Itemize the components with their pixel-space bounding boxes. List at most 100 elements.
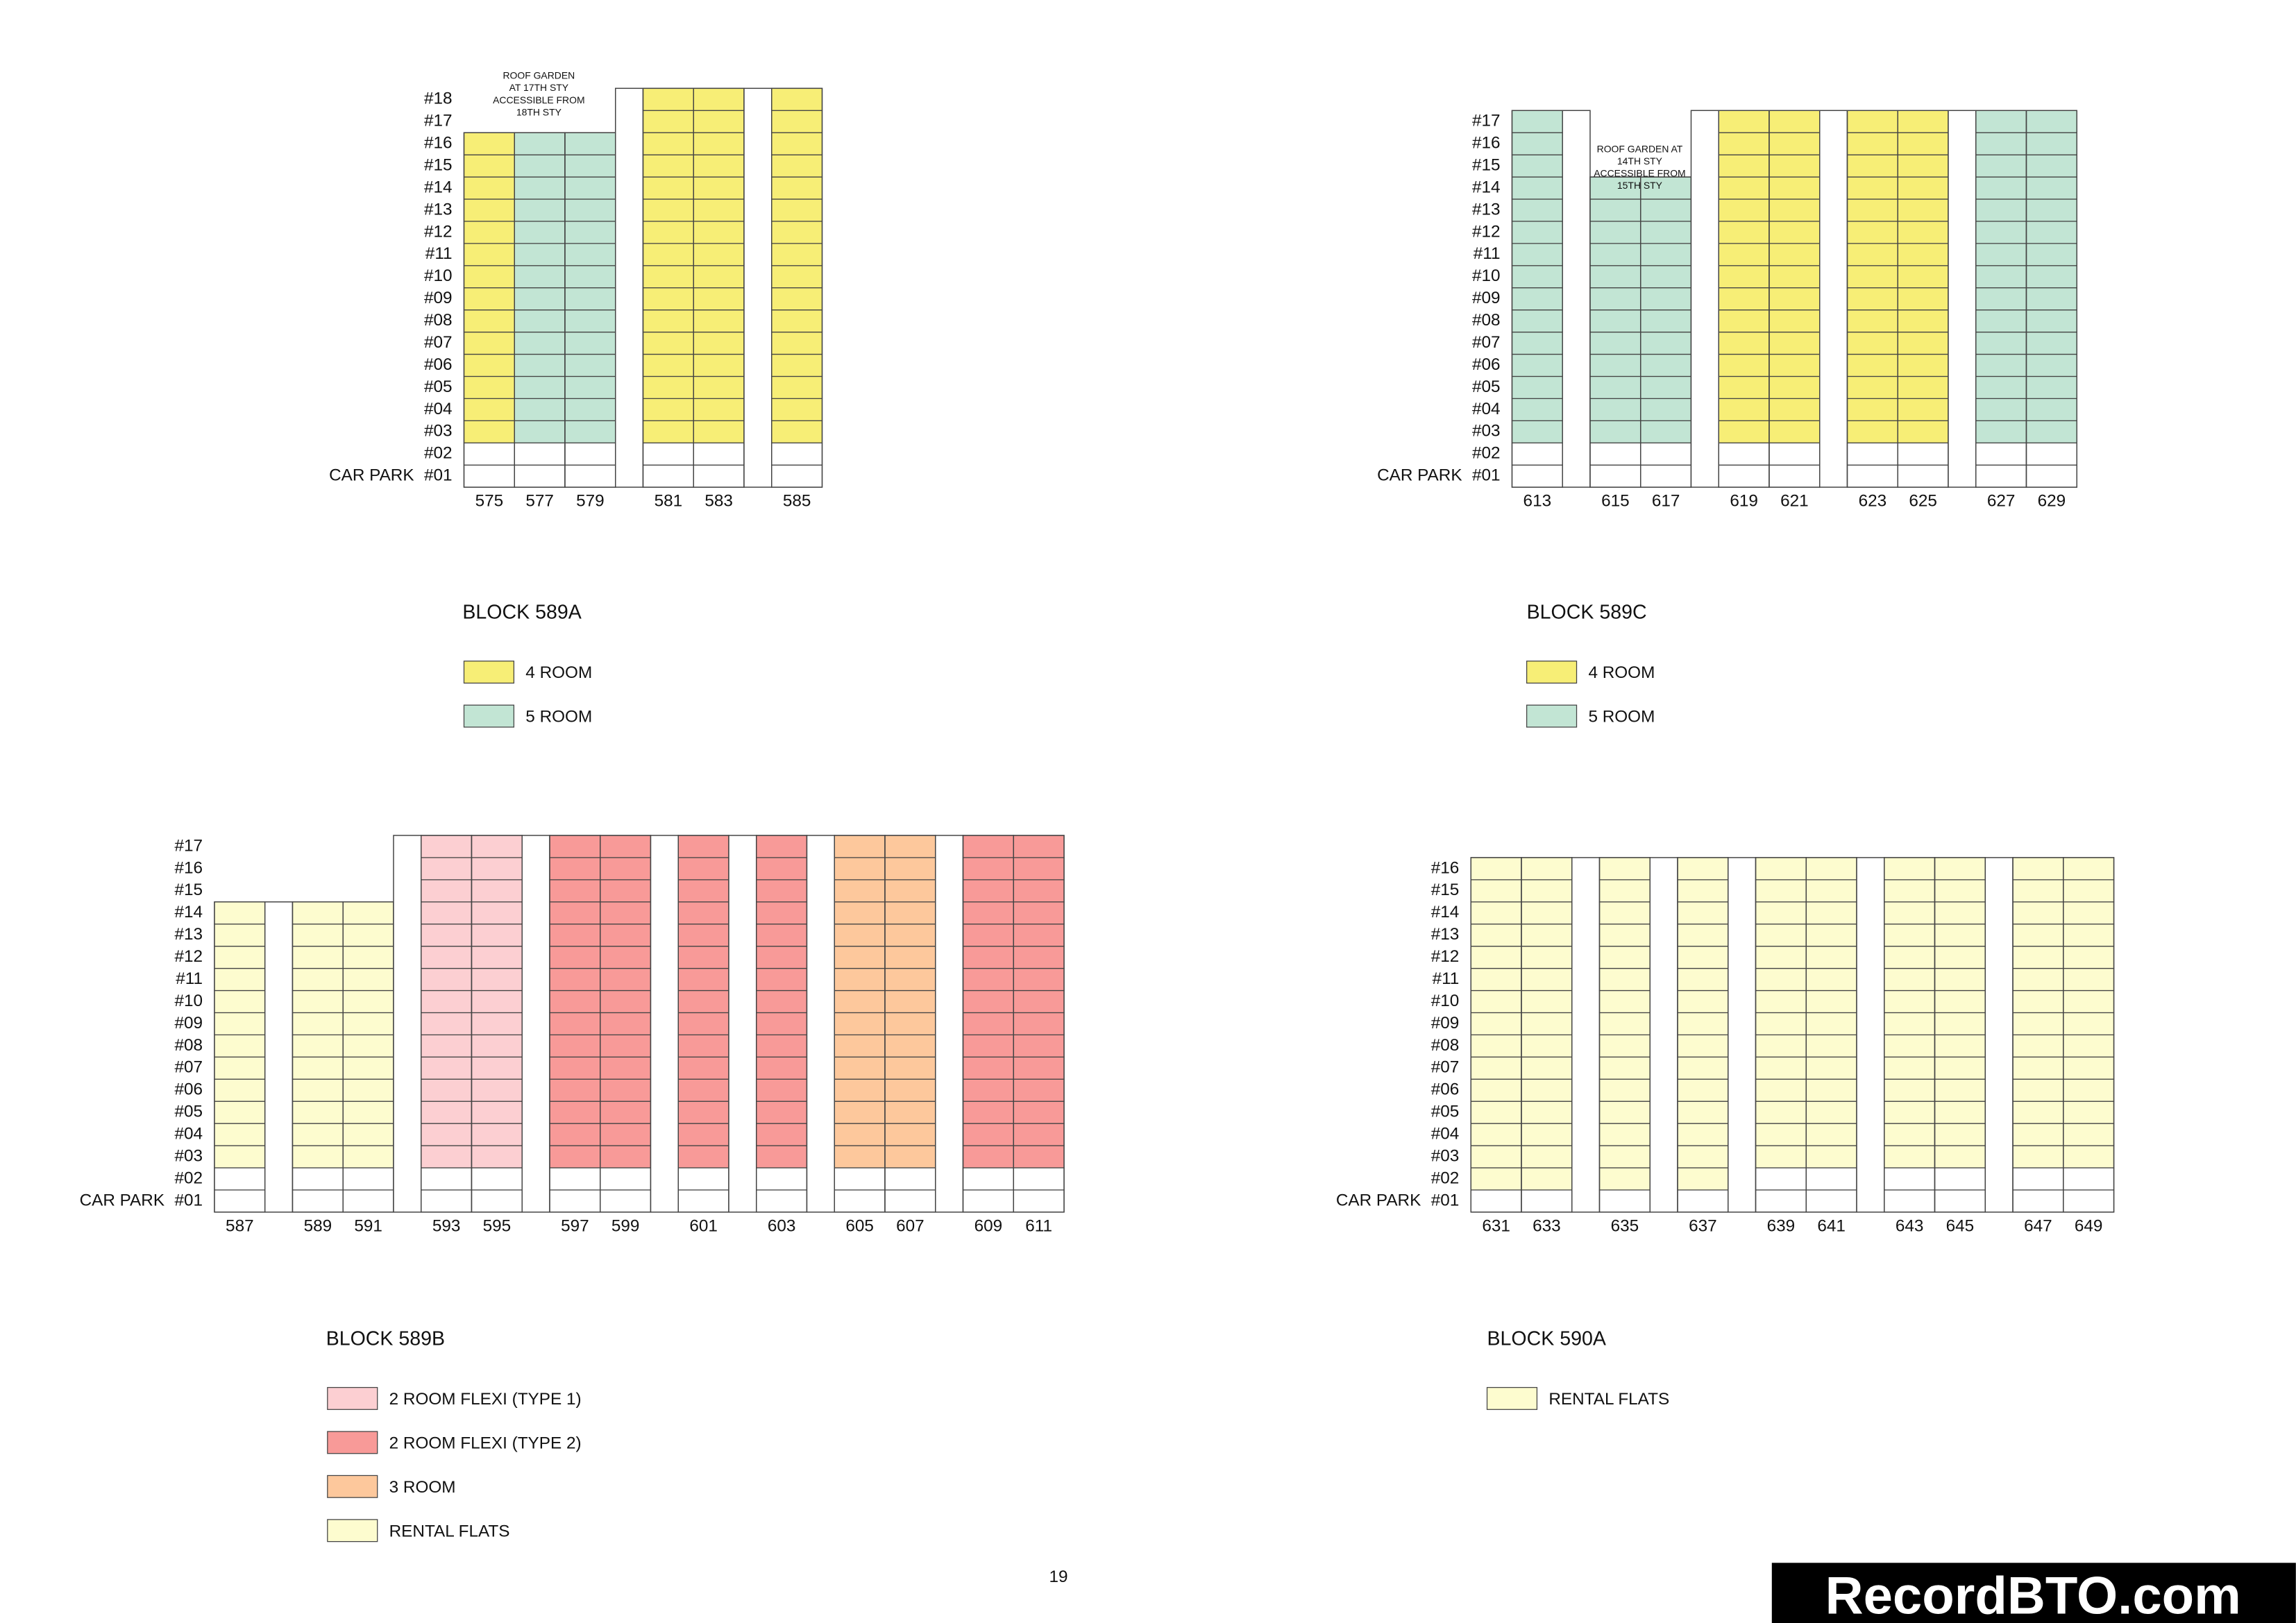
unit-cell (693, 353, 745, 377)
unit-cell (1805, 1123, 1857, 1146)
unit-cell (962, 1056, 1014, 1080)
unit-cell (771, 375, 823, 400)
legend-swatch (327, 1386, 378, 1410)
unit-cell (1846, 464, 1898, 488)
unit-cell (1934, 1123, 1986, 1146)
unit-cell (514, 287, 566, 311)
unit-cell (1677, 1167, 1729, 1191)
unit-cell (292, 989, 344, 1014)
unit-cell (463, 442, 515, 466)
unit-cell (1846, 154, 1898, 178)
unit-number: 627 (1987, 492, 2016, 511)
unit-cell (1769, 420, 1821, 443)
unit-cell (292, 901, 344, 925)
unit-cell (1755, 1101, 1807, 1124)
unit-cell (1598, 924, 1651, 947)
legend-swatch (1486, 1386, 1538, 1410)
block-title: BLOCK 589A (462, 602, 581, 624)
unit-cell (564, 353, 616, 377)
unit-cell (2063, 1012, 2115, 1036)
unit-cell (1511, 221, 1563, 244)
unit-cell (1884, 924, 1936, 947)
unit-cell (1805, 967, 1857, 992)
unit-cell (214, 1167, 266, 1191)
unit-cell (1846, 132, 1898, 155)
unit-cell (693, 154, 745, 178)
unit-cell (677, 879, 729, 903)
unit-cell (1805, 1078, 1857, 1102)
unit-cell (834, 1034, 886, 1057)
unit-column (771, 87, 823, 488)
unit-number: 619 (1730, 492, 1758, 511)
unit-cell (514, 442, 566, 466)
unit-cell (1677, 924, 1729, 947)
unit-cell (421, 1056, 473, 1080)
unit-cell (214, 924, 266, 947)
unit-cell (693, 243, 745, 266)
unit-cell (292, 967, 344, 992)
unit-cell (2063, 924, 2115, 947)
unit-cell (421, 1101, 473, 1124)
unit-cell (1769, 287, 1821, 311)
unit-column (1013, 835, 1065, 1213)
unit-cell (1598, 1012, 1651, 1036)
unit-cell (677, 989, 729, 1014)
unit-cell (1897, 420, 1949, 443)
unit-cell (756, 924, 808, 947)
unit-cell (1640, 420, 1692, 443)
unit-cell (463, 243, 515, 266)
unit-cell (1470, 989, 1522, 1014)
unit-number: 617 (1652, 492, 1680, 511)
floor-label: #12 (1472, 222, 1501, 241)
unit-cell (564, 309, 616, 333)
floor-label: #13 (174, 925, 203, 944)
unit-cell (1470, 1145, 1522, 1169)
unit-cell (1718, 309, 1770, 333)
unit-cell (342, 924, 394, 947)
unit-cell (1805, 1012, 1857, 1036)
car-park-label: CAR PARK (1377, 466, 1462, 485)
unit-cell (962, 901, 1014, 925)
unit-cell (642, 176, 694, 200)
unit-cell (756, 1123, 808, 1146)
unit-cell (1934, 1101, 1986, 1124)
unit-cell (1884, 1101, 1936, 1124)
unit-cell (1470, 967, 1522, 992)
unit-cell (2063, 1167, 2115, 1191)
unit-cell (1897, 398, 1949, 421)
unit-cell (1677, 967, 1729, 992)
unit-cell (1511, 398, 1563, 421)
unit-cell (677, 1012, 729, 1036)
unit-cell (471, 946, 523, 969)
unit-cell (1755, 1034, 1807, 1057)
unit-number: 595 (483, 1216, 512, 1235)
unit-cell (1846, 442, 1898, 466)
void-column (1728, 857, 1757, 1213)
unit-cell (1470, 1167, 1522, 1191)
unit-cell (214, 1101, 266, 1124)
unit-cell (642, 331, 694, 355)
unit-cell (884, 924, 936, 947)
unit-cell (642, 110, 694, 133)
unit-cell (2025, 420, 2077, 443)
unit-cell (2063, 1056, 2115, 1080)
unit-cell (2012, 1145, 2064, 1169)
unit-cell (1013, 1012, 1065, 1036)
unit-cell (564, 375, 616, 400)
unit-cell (884, 1012, 936, 1036)
unit-cell (1640, 221, 1692, 244)
unit-cell (756, 879, 808, 903)
unit-cell (514, 464, 566, 488)
unit-cell (1718, 375, 1770, 400)
unit-cell (693, 87, 745, 111)
unit-cell (564, 331, 616, 355)
unit-cell (1598, 1078, 1651, 1102)
unit-cell (463, 132, 515, 155)
floor-label: #08 (424, 311, 453, 330)
unit-cell (463, 420, 515, 443)
car-park-label: CAR PARK (80, 1191, 165, 1209)
unit-cell (1718, 221, 1770, 244)
unit-cell (471, 1189, 523, 1213)
roof-garden-note: 14TH STY (1617, 155, 1662, 167)
unit-cell (1897, 243, 1949, 266)
